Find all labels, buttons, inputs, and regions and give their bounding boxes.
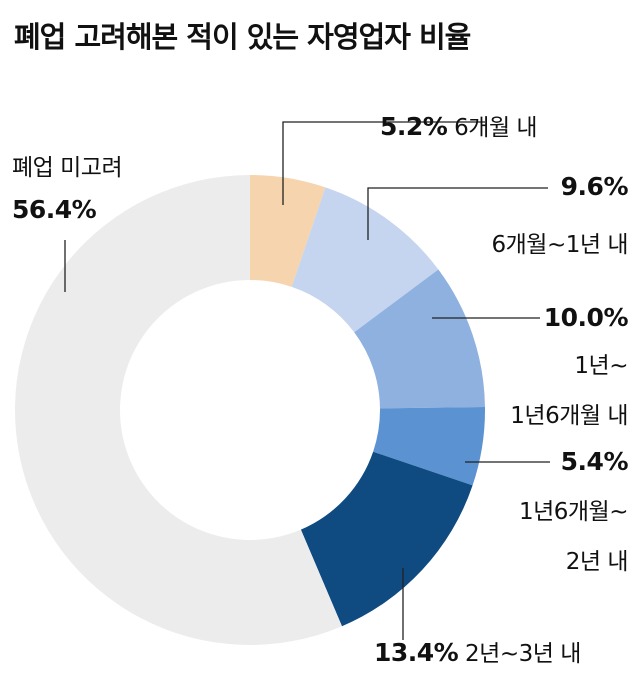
chart-title: 폐업 고려해본 적이 있는 자영업자 비율 <box>14 20 471 54</box>
label-not-considering-pct: 56.4% <box>12 195 97 224</box>
label-6m-pct: 5.2% <box>380 112 448 141</box>
label-1y6m-2y-pct-wrap: 5.4% <box>560 447 629 476</box>
label-not-considering-pct-wrap: 56.4% <box>12 195 97 224</box>
label-2y-3y-text: 2년~3년 내 <box>465 641 581 667</box>
slice-6m <box>250 175 326 287</box>
label-1y6m-2y-line2: 2년 내 <box>565 549 629 575</box>
label-6m: 5.2% 6개월 내 <box>380 108 538 142</box>
slice-6m-1y <box>291 187 439 333</box>
label-6m-text: 6개월 내 <box>454 115 538 141</box>
label-2y-3y: 13.4% 2년~3년 내 <box>374 634 581 668</box>
slice-1y6m-2y <box>373 407 485 486</box>
slice-2y-3y <box>300 451 473 627</box>
leader-line-6m-1y <box>367 187 548 240</box>
label-6m-1y-text: 6개월~1년 내 <box>491 232 629 258</box>
leader-line-6m <box>282 121 485 205</box>
label-1y-1y6m-line1: 1년~ <box>574 353 628 379</box>
slice-1y-1y6m <box>354 269 485 409</box>
label-1y-1y6m-pct: 10.0% <box>543 303 629 332</box>
slice-not-considering <box>14 175 342 646</box>
label-1y6m-2y-pct: 5.4% <box>560 447 629 476</box>
label-1y-1y6m-line2: 1년6개월 내 <box>510 403 628 429</box>
label-1y-1y6m-pct-wrap: 10.0% <box>543 303 629 332</box>
label-not-considering-text: 폐업 미고려 <box>12 155 123 181</box>
label-6m-1y-pct-wrap: 9.6% <box>560 172 629 201</box>
label-6m-1y-pct: 9.6% <box>560 172 629 201</box>
label-1y6m-2y-line1: 1년6개월~ <box>518 499 629 525</box>
label-2y-3y-pct: 13.4% <box>374 638 459 667</box>
